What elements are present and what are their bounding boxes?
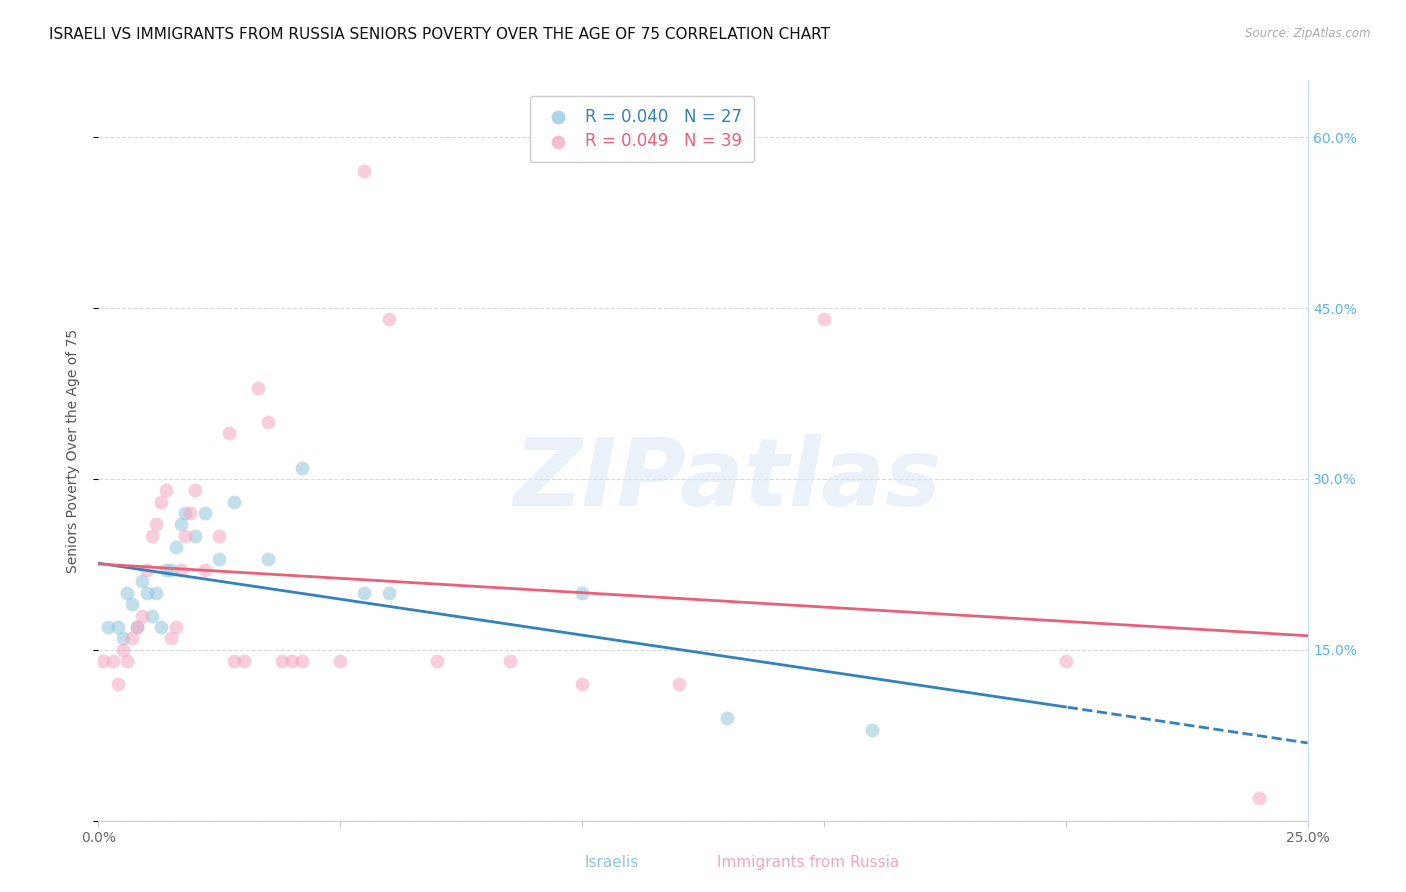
Point	[127, 620, 149, 634]
Point	[716, 711, 738, 725]
Point	[155, 483, 177, 498]
Point	[256, 551, 278, 566]
Point	[160, 563, 183, 577]
Point	[256, 415, 278, 429]
Point	[117, 586, 139, 600]
Point	[377, 312, 399, 326]
Point	[222, 494, 245, 508]
Point	[184, 529, 207, 543]
Point	[131, 608, 153, 623]
Point	[91, 654, 114, 668]
Point	[135, 563, 157, 577]
Point	[141, 608, 163, 623]
Point	[165, 620, 187, 634]
Point	[141, 529, 163, 543]
Point	[498, 654, 520, 668]
Text: Source: ZipAtlas.com: Source: ZipAtlas.com	[1246, 27, 1371, 40]
Y-axis label: Seniors Poverty Over the Age of 75: Seniors Poverty Over the Age of 75	[66, 328, 80, 573]
Point	[107, 677, 129, 691]
Point	[184, 483, 207, 498]
Point	[377, 586, 399, 600]
Point	[222, 654, 245, 668]
Point	[150, 494, 173, 508]
Point	[571, 586, 593, 600]
Point	[218, 426, 240, 441]
Point	[101, 654, 124, 668]
Point	[426, 654, 449, 668]
Point	[281, 654, 304, 668]
Point	[290, 654, 312, 668]
Point	[107, 620, 129, 634]
Point	[860, 723, 883, 737]
Point	[97, 620, 120, 634]
Point	[131, 574, 153, 589]
Point	[290, 460, 312, 475]
Point	[145, 586, 167, 600]
Point	[111, 642, 134, 657]
Text: Immigrants from Russia: Immigrants from Russia	[717, 855, 900, 870]
Point	[155, 563, 177, 577]
Point	[127, 620, 149, 634]
Point	[353, 586, 375, 600]
Point	[194, 563, 217, 577]
Point	[247, 381, 270, 395]
Point	[179, 506, 201, 520]
Point	[271, 654, 294, 668]
Point	[194, 506, 217, 520]
Point	[329, 654, 352, 668]
Point	[121, 597, 143, 611]
Point	[165, 541, 187, 555]
Point	[145, 517, 167, 532]
Text: ZIPatlas: ZIPatlas	[513, 434, 941, 526]
Legend: R = 0.040   N = 27, R = 0.049   N = 39: R = 0.040 N = 27, R = 0.049 N = 39	[530, 96, 754, 162]
Point	[813, 312, 835, 326]
Point	[150, 620, 173, 634]
Point	[1249, 790, 1271, 805]
Point	[121, 632, 143, 646]
Point	[169, 563, 191, 577]
Point	[174, 529, 197, 543]
Text: ISRAELI VS IMMIGRANTS FROM RUSSIA SENIORS POVERTY OVER THE AGE OF 75 CORRELATION: ISRAELI VS IMMIGRANTS FROM RUSSIA SENIOR…	[49, 27, 830, 42]
Point	[232, 654, 254, 668]
Point	[169, 517, 191, 532]
Point	[571, 677, 593, 691]
Point	[111, 632, 134, 646]
Point	[668, 677, 690, 691]
Point	[353, 164, 375, 178]
Point	[160, 632, 183, 646]
Point	[1054, 654, 1077, 668]
Point	[208, 551, 231, 566]
Point	[135, 586, 157, 600]
Text: Israelis: Israelis	[585, 855, 638, 870]
Point	[117, 654, 139, 668]
Point	[174, 506, 197, 520]
Point	[208, 529, 231, 543]
